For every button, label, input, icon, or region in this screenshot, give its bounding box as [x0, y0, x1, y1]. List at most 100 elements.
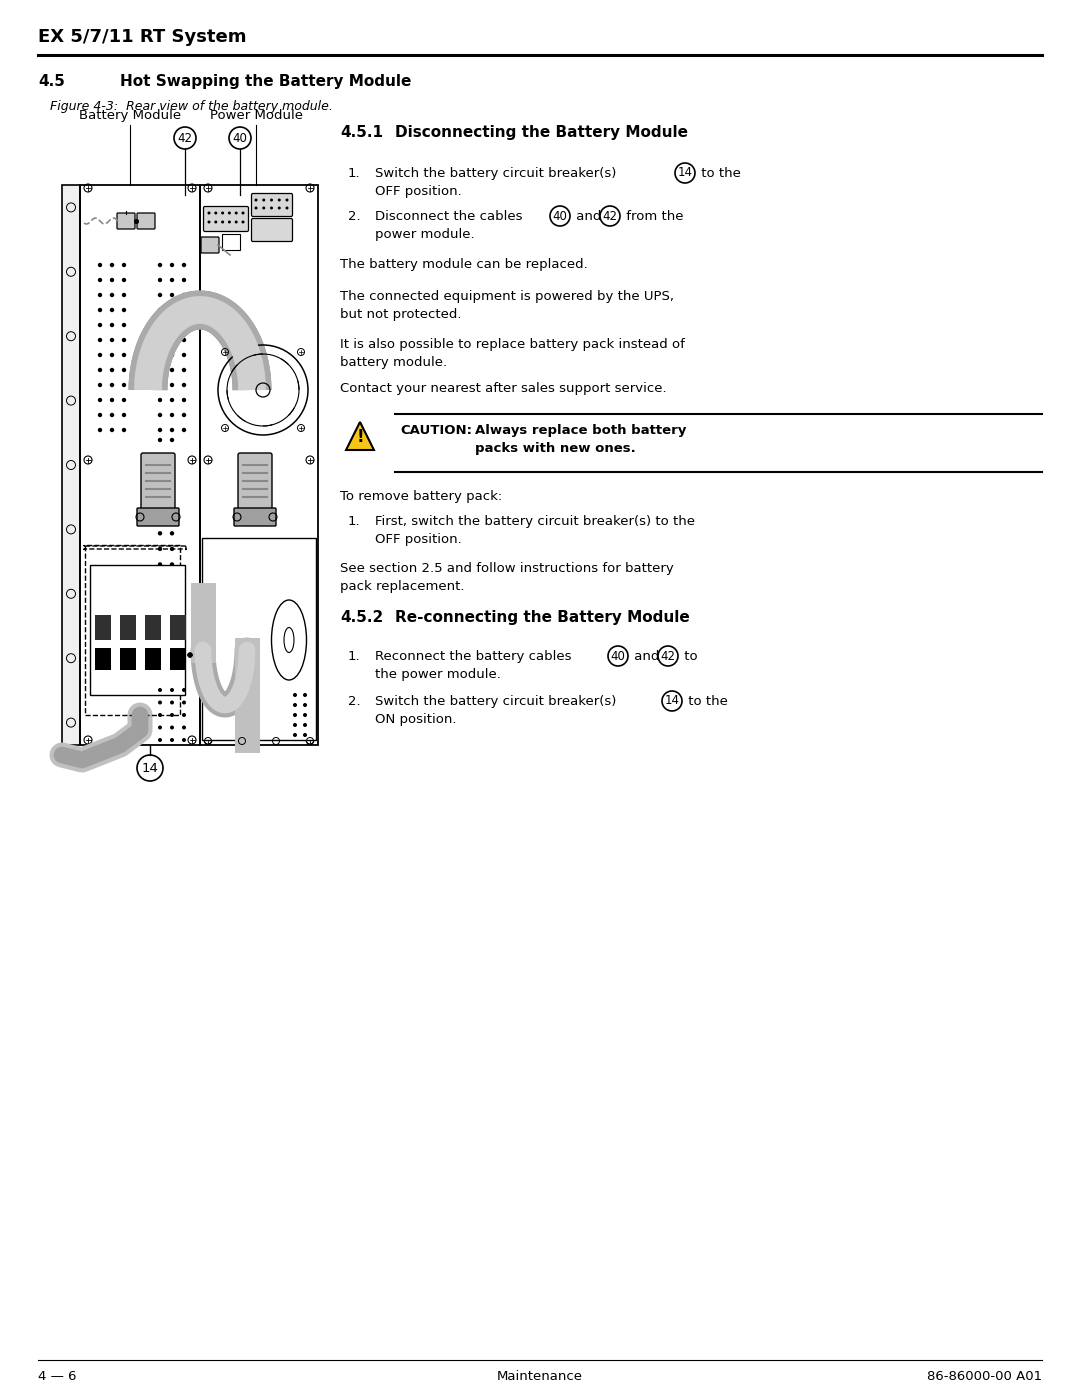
Circle shape: [98, 278, 103, 282]
Circle shape: [303, 712, 307, 717]
Circle shape: [98, 353, 103, 358]
Circle shape: [98, 367, 103, 372]
Circle shape: [207, 221, 211, 224]
Circle shape: [110, 383, 114, 387]
Text: 1.: 1.: [348, 168, 361, 180]
Circle shape: [270, 198, 273, 201]
Circle shape: [158, 738, 162, 742]
FancyBboxPatch shape: [252, 194, 293, 217]
Text: Switch the battery circuit breaker(s): Switch the battery circuit breaker(s): [375, 168, 621, 180]
Text: It is also possible to replace battery pack instead of: It is also possible to replace battery p…: [340, 338, 685, 351]
Circle shape: [221, 211, 225, 215]
Circle shape: [122, 367, 126, 372]
Text: battery module.: battery module.: [340, 356, 447, 369]
Circle shape: [170, 353, 174, 358]
Circle shape: [293, 724, 297, 726]
Text: packs with new ones.: packs with new ones.: [475, 441, 636, 455]
Circle shape: [181, 293, 186, 298]
Bar: [62, 184, 80, 745]
Circle shape: [158, 437, 162, 443]
Bar: [95, 615, 111, 640]
Circle shape: [158, 562, 162, 567]
Text: pack replacement.: pack replacement.: [340, 580, 464, 592]
Text: 4.5.2: 4.5.2: [340, 610, 383, 624]
Text: 4 — 6: 4 — 6: [38, 1370, 77, 1383]
Circle shape: [181, 338, 186, 342]
Text: to: to: [680, 650, 698, 664]
Circle shape: [158, 500, 162, 504]
Circle shape: [181, 307, 186, 312]
FancyBboxPatch shape: [141, 453, 175, 511]
Circle shape: [110, 353, 114, 358]
Circle shape: [242, 221, 244, 224]
Circle shape: [170, 307, 174, 312]
Circle shape: [262, 198, 266, 201]
Text: Contact your nearest after sales support service.: Contact your nearest after sales support…: [340, 381, 666, 395]
Circle shape: [110, 398, 114, 402]
Circle shape: [170, 725, 174, 729]
Circle shape: [285, 207, 288, 210]
Text: Disconnecting the Battery Module: Disconnecting the Battery Module: [395, 124, 688, 140]
Text: Disconnect the cables: Disconnect the cables: [375, 210, 527, 224]
Circle shape: [158, 531, 162, 535]
Circle shape: [181, 278, 186, 282]
Circle shape: [170, 531, 174, 535]
Text: 14: 14: [141, 761, 159, 774]
Circle shape: [110, 278, 114, 282]
Circle shape: [98, 338, 103, 342]
Circle shape: [170, 293, 174, 298]
Circle shape: [158, 323, 162, 327]
Circle shape: [293, 712, 297, 717]
Circle shape: [181, 398, 186, 402]
Circle shape: [158, 712, 162, 717]
Circle shape: [188, 652, 192, 658]
Bar: [202, 538, 316, 740]
Circle shape: [170, 454, 174, 458]
Circle shape: [214, 211, 217, 215]
Circle shape: [170, 712, 174, 717]
Text: 42: 42: [661, 650, 675, 662]
Text: Hot Swapping the Battery Module: Hot Swapping the Battery Module: [120, 74, 411, 89]
Bar: [222, 235, 240, 250]
Circle shape: [228, 211, 231, 215]
Bar: [170, 615, 186, 640]
Circle shape: [170, 338, 174, 342]
FancyBboxPatch shape: [238, 453, 272, 511]
Circle shape: [158, 485, 162, 489]
Circle shape: [183, 725, 186, 729]
Text: 40: 40: [232, 131, 247, 144]
Text: 40: 40: [610, 650, 625, 662]
Text: 4.5: 4.5: [38, 74, 65, 89]
Circle shape: [234, 221, 238, 224]
Circle shape: [207, 211, 211, 215]
Circle shape: [158, 383, 162, 387]
Text: Maintenance: Maintenance: [497, 1370, 583, 1383]
Circle shape: [188, 652, 192, 658]
Circle shape: [158, 469, 162, 474]
Circle shape: [170, 367, 174, 372]
Text: OFF position.: OFF position.: [375, 534, 462, 546]
Circle shape: [110, 412, 114, 418]
Text: !: !: [356, 429, 364, 447]
Circle shape: [181, 427, 186, 432]
Circle shape: [122, 323, 126, 327]
Text: 1.: 1.: [348, 650, 361, 664]
Circle shape: [228, 221, 231, 224]
Circle shape: [183, 687, 186, 692]
Text: 4.5.1: 4.5.1: [340, 124, 383, 140]
Text: to the: to the: [697, 168, 741, 180]
Circle shape: [255, 198, 257, 201]
Circle shape: [122, 427, 126, 432]
Circle shape: [158, 353, 162, 358]
Circle shape: [181, 323, 186, 327]
Circle shape: [278, 207, 281, 210]
Circle shape: [170, 469, 174, 474]
Circle shape: [188, 652, 192, 658]
Circle shape: [262, 207, 266, 210]
Circle shape: [158, 278, 162, 282]
Circle shape: [122, 353, 126, 358]
Circle shape: [158, 367, 162, 372]
Text: 86-86000-00 A01: 86-86000-00 A01: [927, 1370, 1042, 1383]
Bar: [145, 648, 161, 671]
Circle shape: [214, 221, 217, 224]
